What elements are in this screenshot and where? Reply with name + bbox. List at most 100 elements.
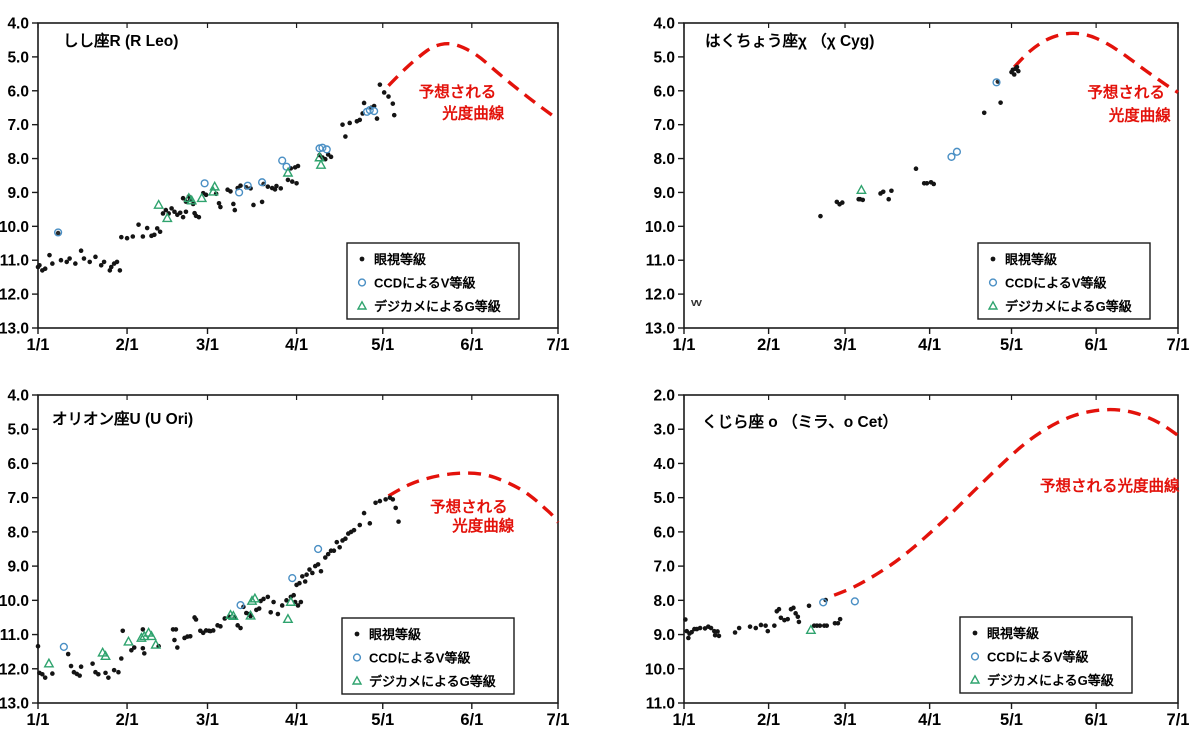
y-tick-label: 13.0 [0,696,29,713]
data-point-visual [175,645,180,650]
data-point-ccd [235,188,244,197]
data-point-visual [377,498,383,504]
forecast-label: 光度曲線 [451,516,515,535]
data-point-dslr [186,194,198,205]
data-point-ccd [278,156,287,165]
x-tick-label: 7/1 [547,336,570,354]
data-point-visual [177,210,183,216]
data-point-ccd [288,573,297,583]
x-tick-label: 3/1 [834,711,857,729]
axis-note-vv: vv [691,297,703,309]
data-point-visual [187,633,193,639]
legend-marker-dslr-triangle [987,300,999,310]
data-point-visual [817,623,823,628]
y-tick-label: 10.0 [645,661,675,678]
data-point-visual [275,611,281,617]
data-point-visual [367,521,373,526]
data-point-visual [302,579,308,584]
data-point-visual [390,497,396,502]
data-point-visual [753,625,759,631]
data-point-visual [747,624,753,629]
data-point-visual [279,603,285,608]
data-point-dslr [249,592,261,603]
data-point-visual [377,82,383,87]
data-point-visual [772,623,777,628]
data-point-visual [765,628,771,634]
chart-title: しし座R (R Leo) [63,31,178,50]
data-point-visual [824,623,830,628]
x-tick-label: 5/1 [371,336,394,354]
data-point-ccd [850,597,859,606]
chart-panel-r-leo: 4.0 5.0 6.0 7.0 8.0 9.0 10.0 11.0 12.0 13.0 1/1 2/1… [0,0,600,371]
data-point-visual [294,180,299,186]
data-point-visual [96,671,101,677]
data-point-ccd [947,152,956,161]
data-point-visual [758,622,764,628]
chart-panel-u-ori: 4.0 5.0 6.0 7.0 8.0 9.0 10.0 11.0 12.0 13.0 1/1 2/1… [0,371,600,743]
data-point-ccd [243,181,252,190]
y-tick-label: 8.0 [7,524,29,541]
data-point-visual [77,673,82,678]
y-tick-label: 6.0 [653,524,675,541]
data-point-visual [47,252,52,258]
data-point-visual [340,122,345,127]
data-point-ccd [200,179,209,188]
data-point-visual [256,606,262,611]
plot-frame [37,394,559,704]
data-point-visual [285,177,291,183]
data-point-visual [248,613,253,619]
data-point-ccd [59,642,68,651]
data-point-visual [50,261,55,266]
data-point-visual [981,110,987,116]
data-point-visual [140,645,146,651]
chart-mira-o-cet: 2.0 3.0 4.0 5.0 6.0 7.0 8.0 9.0 10.0 11.01/1 2/1 3/… [645,388,1190,730]
data-point-visual [101,259,107,265]
data-point-visual [683,617,688,622]
data-point-visual [708,625,714,631]
x-tick-label: 5/1 [371,711,394,729]
data-point-dslr [153,199,165,209]
data-point-visual [42,675,48,680]
forecast-curve [1012,31,1179,94]
data-point-visual [889,188,894,194]
legend-label: CCDによるV等級 [369,651,470,666]
legend-marker-ccd-circle [970,652,980,661]
data-point-visual [106,675,111,680]
data-point-visual [289,179,295,184]
data-point-visual [732,630,738,635]
data-point-ccd [314,544,323,554]
data-point-visual [315,562,321,567]
legend-marker-visual-dot [972,630,978,636]
forecast-label: 予想される [1087,83,1165,102]
data-point-visual [381,90,387,95]
data-point-visual [274,183,279,189]
y-tick-label: 12.0 [0,661,29,678]
data-point-visual [1014,64,1020,70]
y-tick-label: 5.0 [653,490,675,507]
data-point-dslr [285,596,297,606]
data-point-visual [295,603,301,608]
data-point-visual [298,599,304,605]
data-point-ccd [819,598,828,607]
data-point-visual [776,606,782,612]
data-point-visual [140,627,146,632]
chart-title: くじら座 o （ミラ、o Cet） [702,412,898,431]
data-point-visual [328,154,334,160]
y-tick-label: 7.0 [7,117,29,134]
forecast-curve [833,407,1179,597]
y-tick-label: 6.0 [7,456,29,473]
data-point-visual [334,539,340,545]
data-point-visual [839,200,845,205]
data-point-ccd [370,107,379,116]
data-point-visual [183,209,189,215]
data-point-visual [383,497,388,502]
data-point-visual [806,603,812,609]
data-point-visual [180,195,186,201]
data-point-visual [238,625,243,631]
data-point-visual [98,263,104,268]
data-point-visual [268,610,274,615]
data-point-visual [295,163,301,169]
